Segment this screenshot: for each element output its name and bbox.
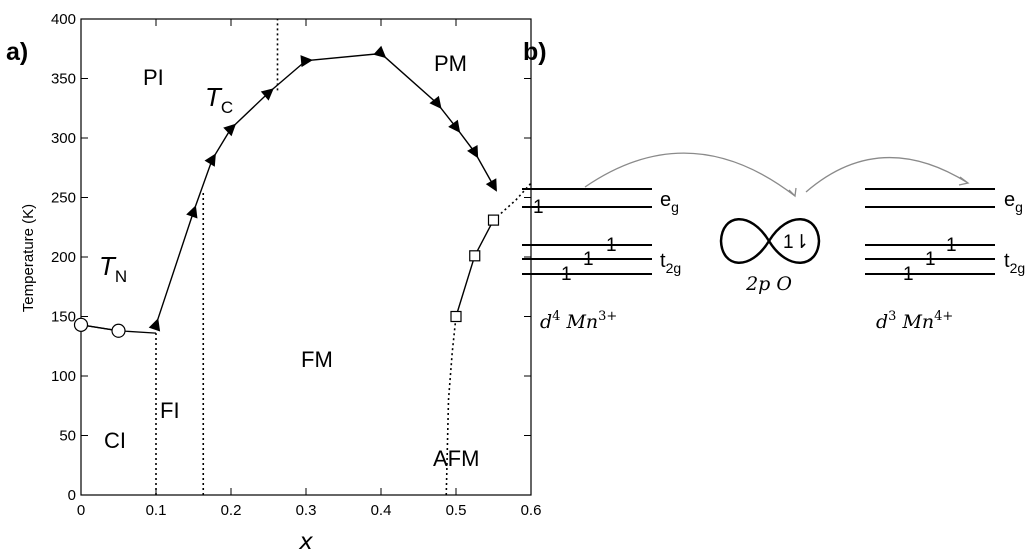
left-ion-label: d4 Mn3+ <box>540 309 617 333</box>
right-t2g-levels <box>865 244 995 275</box>
hop-arrow-left <box>584 152 796 197</box>
data-point-circle <box>73 317 89 332</box>
x-tick-label: 0.1 <box>146 502 167 519</box>
y-tick-label: 50 <box>59 428 76 445</box>
data-point-triangle <box>186 205 198 219</box>
series-line-square <box>455 219 495 317</box>
x-axis: 0 0.1 0.2 0.3 0.4 0.5 0.6 <box>77 19 542 519</box>
region-pm: PM <box>434 51 467 76</box>
right-t2g-electron-3: 1 <box>903 264 914 285</box>
right-t2g-electron-2: 1 <box>925 249 936 270</box>
tn-label: TN <box>99 251 127 286</box>
y-tick-label: 150 <box>51 309 76 326</box>
data-point-square <box>487 214 500 226</box>
y-tick-label: 350 <box>51 71 76 88</box>
region-afm: AFM <box>433 446 479 471</box>
left-eg-electron: 1 <box>533 197 544 218</box>
x-tick-label: 0.3 <box>296 502 317 519</box>
panel-a-label: a) <box>6 38 28 66</box>
plot-frame <box>80 18 532 496</box>
left-t2g-electron-1: 1 <box>606 235 617 256</box>
y-axis: 0 50 100 150 200 250 300 350 400 <box>51 11 531 504</box>
hop-arrow-right <box>805 157 969 193</box>
tc-label: TC <box>205 82 233 117</box>
right-t2g-electron-1: 1 <box>946 235 957 256</box>
left-t2g-electron-2: 1 <box>583 249 594 270</box>
data-point-triangle <box>260 88 274 101</box>
left-t2g-label: t2g <box>660 250 681 276</box>
data-point-triangle <box>148 318 161 332</box>
data-point-triangle <box>448 119 461 133</box>
phase-boundary <box>445 316 457 496</box>
y-tick-label: 0 <box>68 487 76 504</box>
hop-arrow-left-head <box>788 187 797 198</box>
data-point-triangle <box>300 55 313 68</box>
left-t2g-levels <box>522 244 652 275</box>
y-tick-label: 400 <box>51 11 76 28</box>
orbital-diagram: 1 1 1 1 eg t2g d4 Mn3+ 1⇂ 2p O 1 1 1 eg t… <box>522 152 1025 333</box>
region-fm: FM <box>301 347 333 372</box>
left-eg-label: eg <box>660 189 679 215</box>
hop-arrow-right-head <box>958 176 970 186</box>
data-point-triangle <box>485 178 497 192</box>
data-point-circle <box>111 323 126 338</box>
x-tick-label: 0 <box>77 502 85 519</box>
y-tick-label: 200 <box>51 249 76 266</box>
oxygen-electron-pair: 1⇂ <box>783 232 810 253</box>
series-markers <box>73 45 500 338</box>
right-eg-label: eg <box>1004 189 1023 215</box>
data-point-triangle <box>429 95 442 109</box>
x-tick-label: 0.2 <box>221 502 242 519</box>
x-tick-label: 0.5 <box>446 502 467 519</box>
y-tick-label: 300 <box>51 130 76 147</box>
phase-diagram: 0 50 100 150 200 250 300 350 400 0 0.1 0.2 0.3 0.4 0.… <box>20 11 541 553</box>
data-point-triangle <box>467 144 479 159</box>
x-tick-label: 0.4 <box>371 502 392 519</box>
left-eg-levels <box>522 188 652 208</box>
y-axis-label: Temperature (K) <box>20 204 37 312</box>
data-point-triangle <box>204 153 216 167</box>
x-axis-label: x <box>298 529 313 553</box>
right-eg-levels <box>865 188 995 208</box>
data-point-square <box>450 310 462 323</box>
right-t2g-label: t2g <box>1004 250 1025 276</box>
oxygen-2p-orbital <box>719 218 821 264</box>
data-point-square <box>469 250 481 262</box>
right-ion-label: d3 Mn4+ <box>876 309 953 333</box>
phase-boundaries <box>80 19 532 496</box>
x-tick-label: 0.6 <box>521 502 542 519</box>
region-ci: CI <box>104 428 126 453</box>
series-lines <box>80 52 495 332</box>
left-t2g-electron-3: 1 <box>561 264 572 285</box>
oxygen-label: 2p O <box>745 273 792 295</box>
y-tick-label: 100 <box>51 368 76 385</box>
panel-b-label: b) <box>523 38 547 66</box>
data-point-triangle <box>223 123 237 137</box>
data-point-triangle <box>373 45 387 59</box>
region-pi: PI <box>143 65 164 90</box>
y-tick-label: 250 <box>51 190 76 207</box>
region-fi: FI <box>160 398 180 423</box>
